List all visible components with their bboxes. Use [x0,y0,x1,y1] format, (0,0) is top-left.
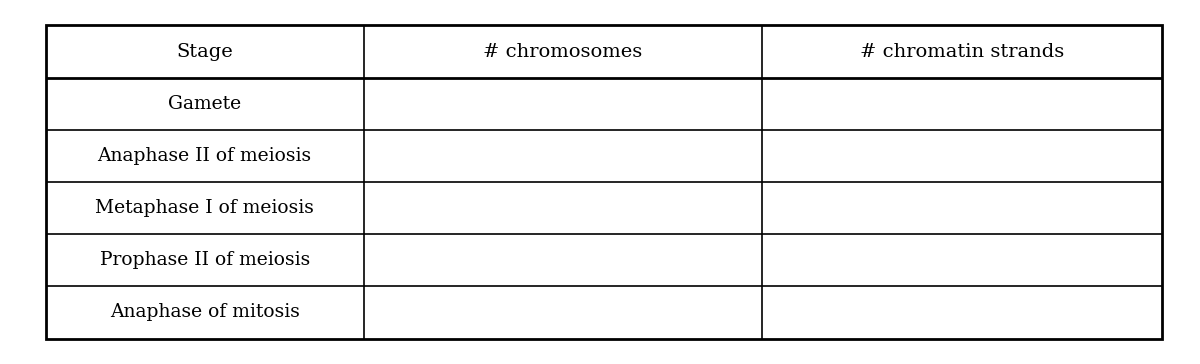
Text: Anaphase of mitosis: Anaphase of mitosis [109,304,300,321]
Text: Anaphase II of meiosis: Anaphase II of meiosis [97,147,312,165]
Text: # chromatin strands: # chromatin strands [859,43,1064,60]
Text: Prophase II of meiosis: Prophase II of meiosis [100,251,310,269]
Text: # chromosomes: # chromosomes [484,43,642,60]
Text: Stage: Stage [176,43,233,60]
Bar [46,25,1162,339]
Text: Gamete: Gamete [168,95,241,113]
Text: Metaphase I of meiosis: Metaphase I of meiosis [95,199,314,217]
